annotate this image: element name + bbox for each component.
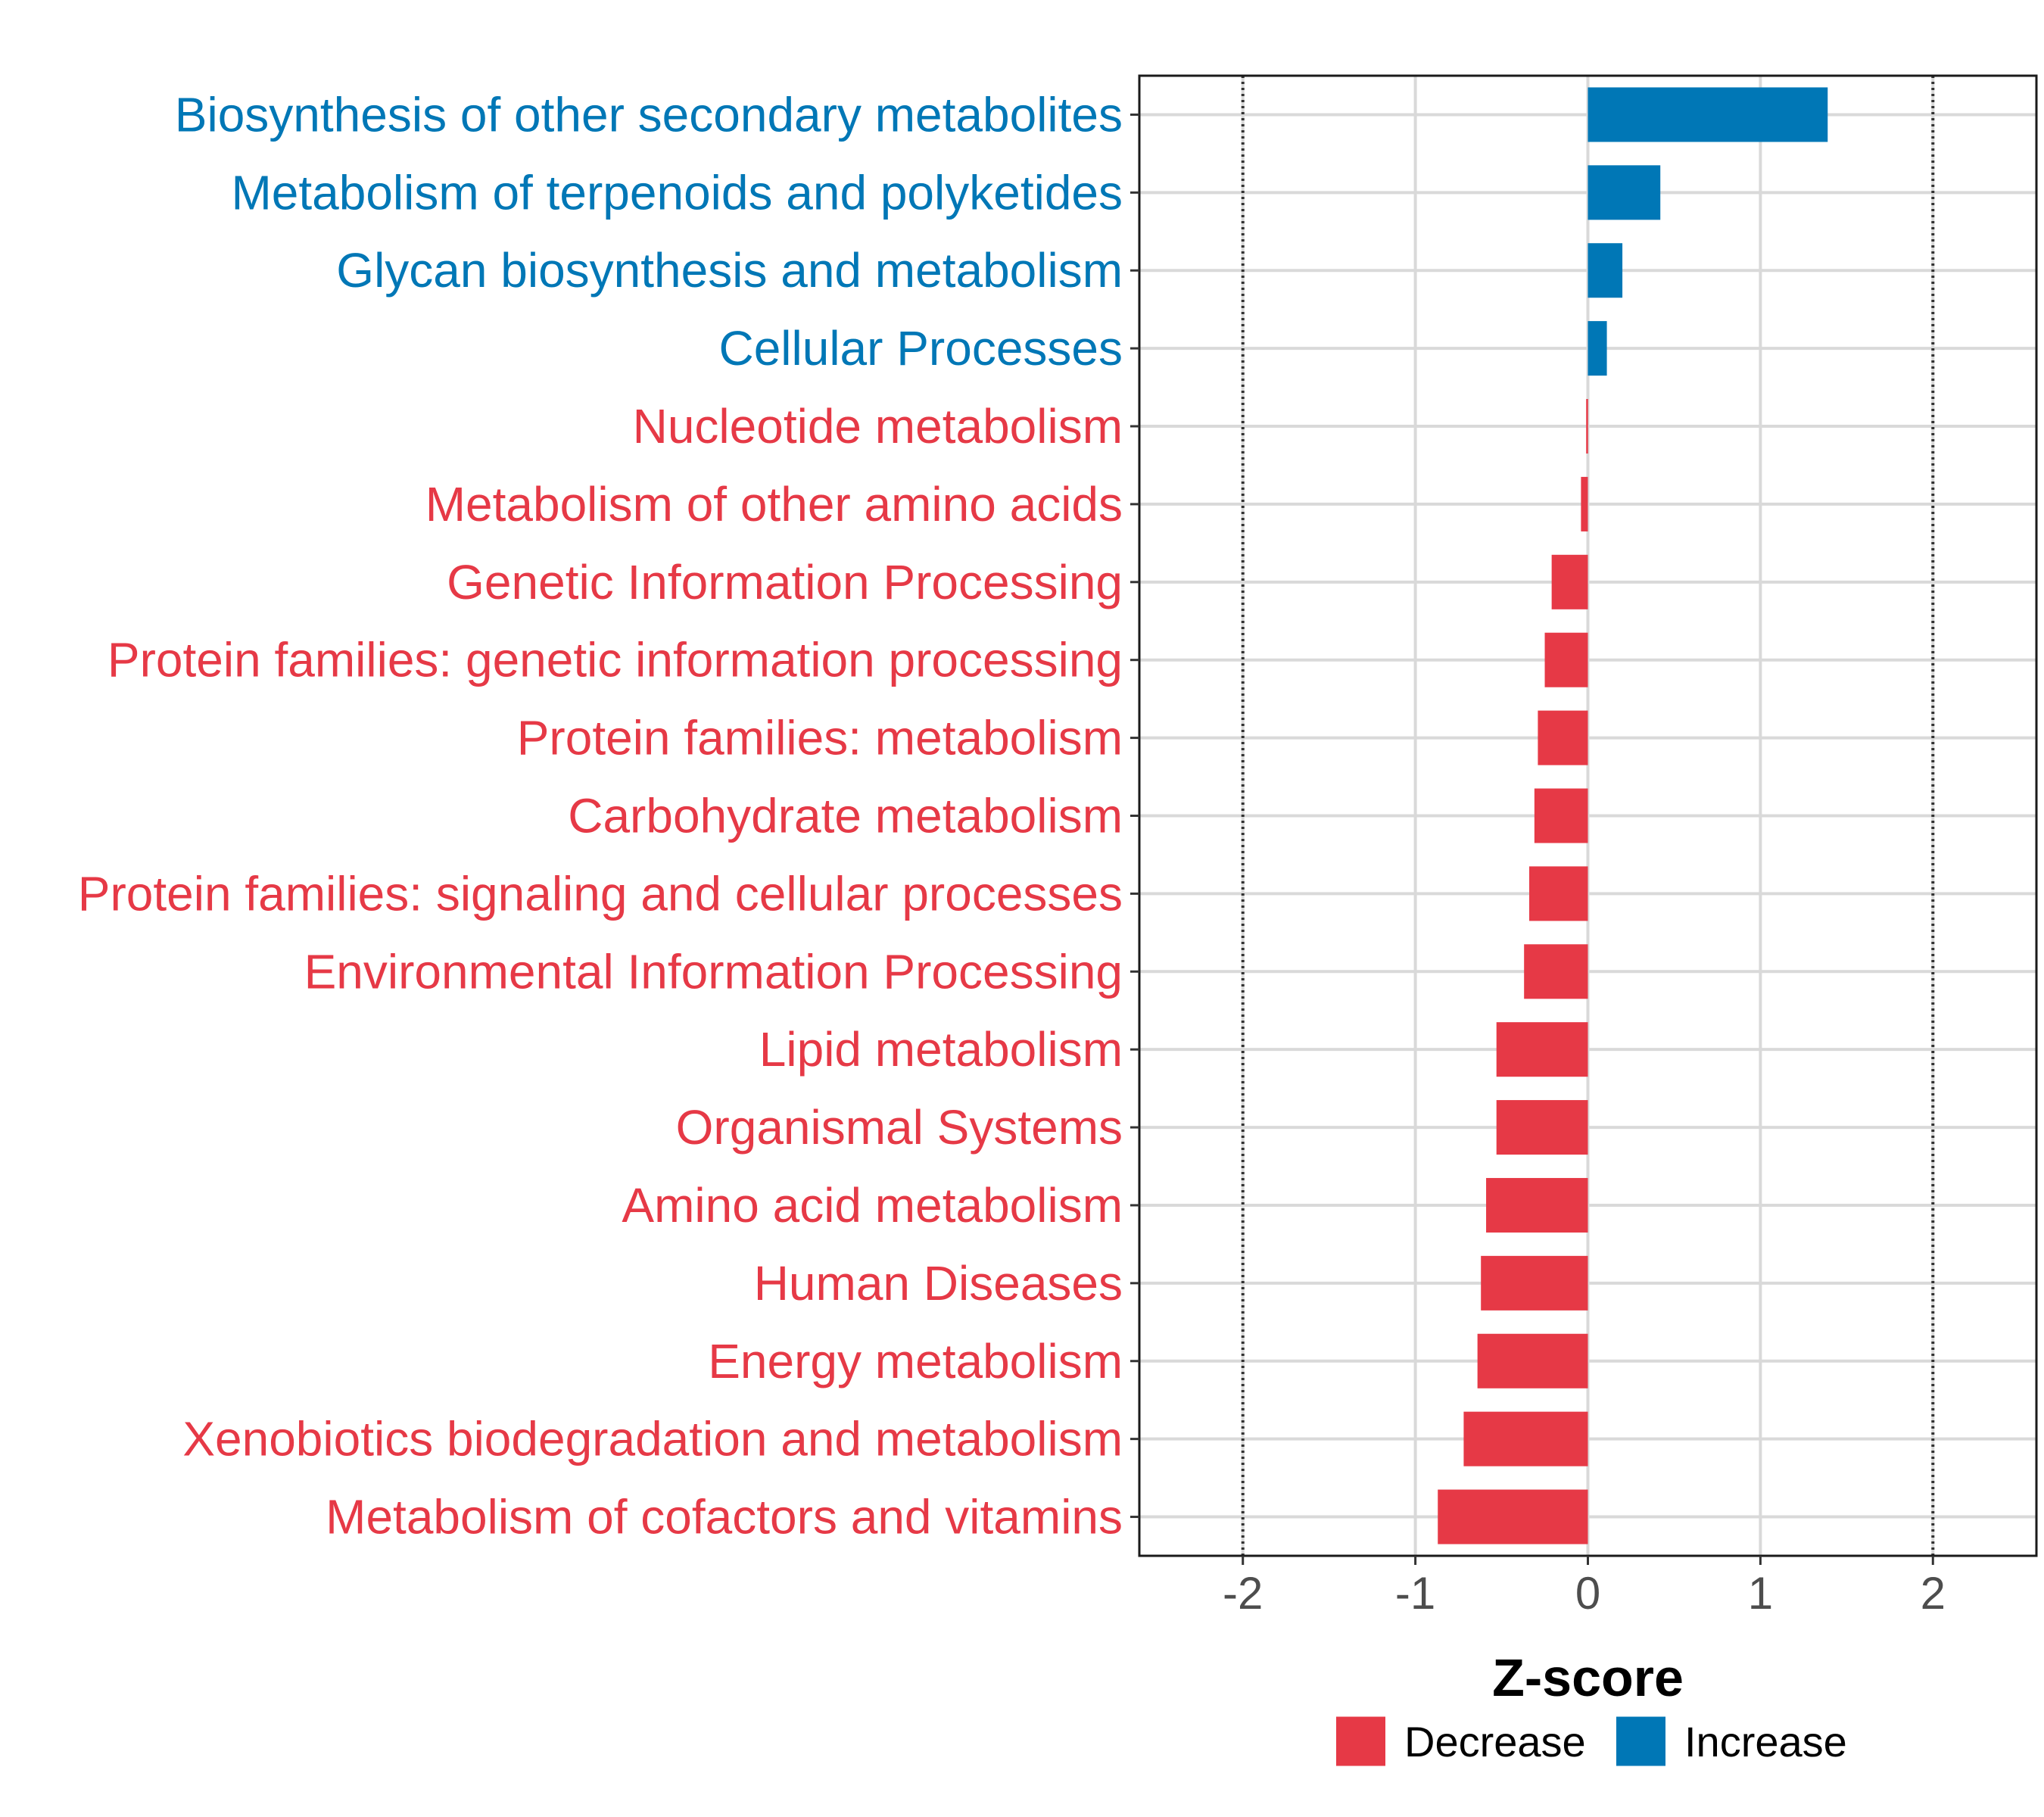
legend-swatch-decrease [1336,1716,1385,1766]
legend-label-decrease: Decrease [1404,1718,1586,1766]
bar [1581,476,1588,531]
bar [1481,1255,1588,1311]
bar [1524,944,1588,999]
bar [1486,1177,1588,1233]
x-axis: -2 -1 0 1 2 [1223,1556,1946,1619]
bar [1588,165,1661,220]
bar [1551,554,1588,609]
x-tick-label: -1 [1395,1568,1435,1619]
category-label: Biosynthesis of other secondary metaboli… [175,87,1123,142]
category-label: Protein families: metabolism [517,711,1123,765]
category-label: Metabolism of other amino acids [425,477,1123,531]
bar [1588,321,1607,376]
bar [1586,399,1588,454]
category-label: Human Diseases [754,1256,1123,1311]
legend-label-increase: Increase [1684,1718,1847,1766]
category-label: Nucleotide metabolism [633,399,1123,453]
legend-swatch-increase [1616,1716,1665,1766]
bar [1463,1411,1588,1466]
bar [1544,632,1588,687]
x-tick-label: 0 [1575,1568,1600,1619]
x-tick-label: -2 [1223,1568,1263,1619]
bar [1496,1022,1588,1077]
category-label: Metabolism of cofactors and vitamins [326,1490,1123,1544]
bar [1477,1333,1588,1388]
bar [1534,788,1588,843]
category-label: Environmental Information Processing [304,944,1123,999]
category-label: Amino acid metabolism [622,1178,1123,1233]
reference-lines [1241,76,1935,1556]
y-axis: Biosynthesis of other secondary metaboli… [78,87,1139,1544]
x-axis-title: Z-score [1492,1648,1684,1707]
category-label: Lipid metabolism [759,1022,1123,1077]
category-label: Metabolism of terpenoids and polyketides [231,165,1123,220]
category-label: Cellular Processes [718,321,1123,376]
bar [1588,243,1623,298]
bar [1438,1489,1588,1544]
category-label: Xenobiotics biodegradation and metabolis… [182,1412,1123,1466]
category-label: Energy metabolism [708,1334,1123,1388]
x-tick-label: 1 [1748,1568,1773,1619]
bars [1438,87,1828,1544]
x-tick-label: 2 [1921,1568,1946,1619]
category-label: Protein families: genetic information pr… [107,633,1123,687]
category-label: Carbohydrate metabolism [568,789,1123,843]
bar [1496,1100,1588,1155]
bar [1538,710,1588,765]
bar [1529,866,1588,921]
category-label: Organismal Systems [676,1100,1123,1155]
category-label: Genetic Information Processing [447,555,1123,609]
category-label: Glycan biosynthesis and metabolism [336,243,1123,298]
category-label: Protein families: signaling and cellular… [78,866,1123,921]
legend: Decrease Increase [1336,1716,1847,1766]
bar [1588,87,1828,142]
